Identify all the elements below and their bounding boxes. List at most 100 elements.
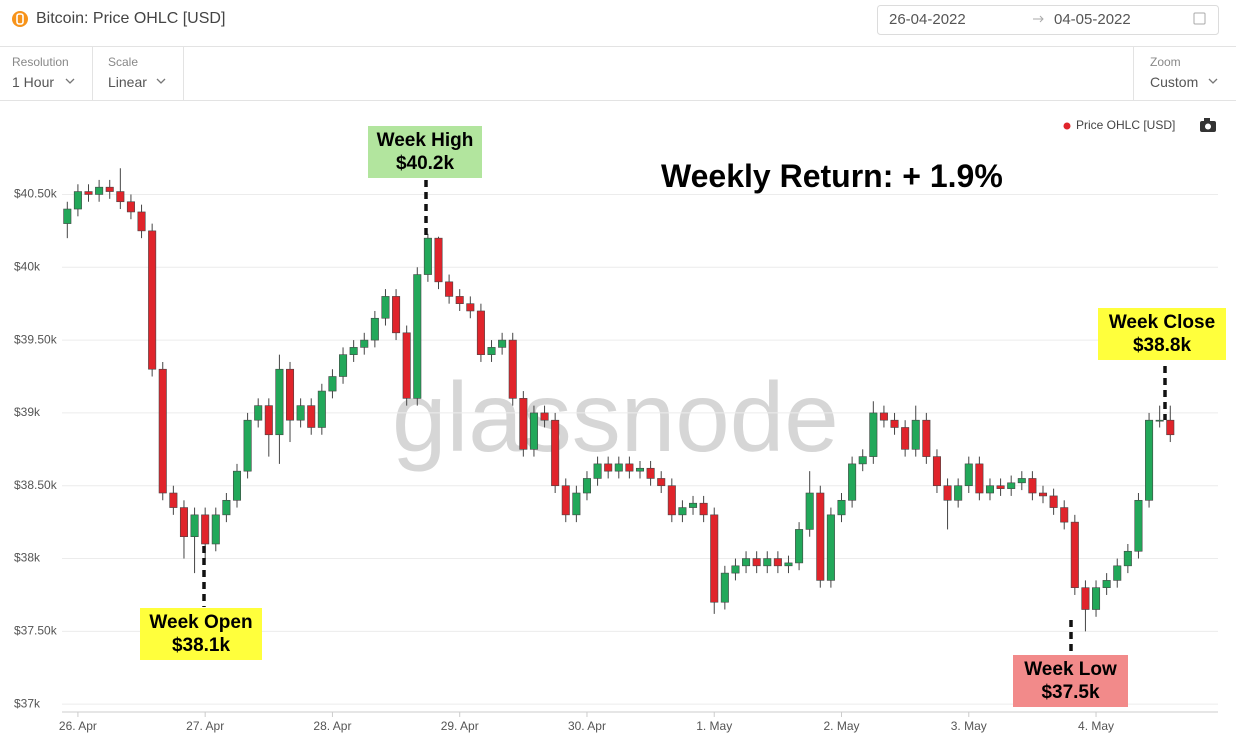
candle-body bbox=[625, 463, 634, 472]
candle-body bbox=[646, 467, 655, 479]
x-tick-label: 26. Apr bbox=[59, 719, 97, 733]
candle-body bbox=[572, 492, 581, 516]
y-tick-label: $38k bbox=[14, 551, 41, 565]
candle-body bbox=[116, 191, 125, 203]
candle-body bbox=[1028, 478, 1037, 494]
candle-body bbox=[95, 186, 104, 195]
candle-body bbox=[1102, 580, 1111, 588]
candle-body bbox=[943, 485, 952, 501]
candle-body bbox=[158, 368, 167, 494]
candle-body bbox=[1166, 419, 1175, 436]
camera-icon bbox=[1205, 123, 1211, 130]
candle-body bbox=[232, 470, 242, 501]
page-title: Bitcoin: Price OHLC [USD] bbox=[36, 10, 226, 27]
candle-body bbox=[922, 419, 931, 457]
candle-body bbox=[307, 405, 316, 428]
candle-body bbox=[126, 201, 135, 213]
candle-body bbox=[296, 405, 305, 421]
calendar-icon[interactable] bbox=[1193, 12, 1206, 25]
candle-body bbox=[1155, 419, 1164, 422]
week-low-box: Week Low $37.5k bbox=[1013, 655, 1128, 707]
candle-body bbox=[869, 412, 878, 457]
zoom-control[interactable]: Zoom Custom bbox=[1150, 55, 1198, 90]
candle-body bbox=[529, 412, 538, 450]
x-tick-label: 3. May bbox=[951, 719, 987, 733]
candle-body bbox=[1007, 482, 1016, 489]
week-open-box: Week Open $38.1k bbox=[140, 608, 262, 660]
week-close-box: Week Close $38.8k bbox=[1098, 308, 1226, 360]
y-tick-label: $40.50k bbox=[14, 187, 58, 201]
x-tick-label: 1. May bbox=[696, 719, 732, 733]
chevron bbox=[156, 78, 166, 84]
candle-body bbox=[720, 572, 729, 603]
candle-body bbox=[773, 558, 782, 567]
candle-body bbox=[837, 499, 846, 516]
watermark: glassnode bbox=[392, 362, 839, 472]
x-tick-label: 27. Apr bbox=[186, 719, 224, 733]
chevron bbox=[1208, 78, 1218, 84]
candle-body bbox=[73, 191, 82, 210]
week-high-box: Week High $40.2k bbox=[368, 126, 482, 178]
candle-body bbox=[286, 368, 295, 421]
candle-body bbox=[137, 211, 146, 232]
candle-body bbox=[201, 514, 210, 545]
candle-body bbox=[264, 405, 273, 436]
candle-body bbox=[911, 419, 920, 450]
candle-body bbox=[551, 419, 560, 487]
date-end[interactable]: 04-05-2022 bbox=[1054, 11, 1131, 28]
date-range-box[interactable] bbox=[877, 5, 1219, 35]
candle-body bbox=[932, 456, 941, 487]
candle-body bbox=[975, 463, 984, 494]
candle-body bbox=[710, 514, 719, 603]
date-start[interactable]: 26-04-2022 bbox=[889, 11, 966, 28]
annotation-title: Week Low bbox=[1024, 659, 1117, 680]
chevron bbox=[65, 78, 75, 84]
y-tick-label: $39.50k bbox=[14, 332, 58, 346]
candle-body bbox=[423, 237, 432, 275]
candle-body bbox=[222, 499, 231, 516]
candle-body bbox=[243, 419, 252, 472]
candle-body bbox=[890, 419, 899, 428]
candle-body bbox=[349, 347, 358, 355]
x-tick-label: 4. May bbox=[1078, 719, 1114, 733]
candle-body bbox=[317, 390, 326, 428]
resolution-control[interactable]: Resolution 1 Hour bbox=[12, 55, 69, 90]
control-value[interactable]: Custom bbox=[1150, 74, 1199, 90]
bitcoin-icon-mark bbox=[16, 13, 24, 25]
annotation-value: $37.5k bbox=[1041, 682, 1100, 703]
bitcoin-icon bbox=[12, 11, 28, 27]
candle-body bbox=[328, 376, 337, 392]
candle-body bbox=[1017, 478, 1026, 484]
control-label: Resolution bbox=[12, 55, 69, 69]
candle-body bbox=[381, 296, 390, 319]
candle-body bbox=[1081, 587, 1090, 610]
annotation-title: Week Open bbox=[149, 612, 253, 633]
y-tick-label: $37k bbox=[14, 696, 41, 710]
control-value[interactable]: 1 Hour bbox=[12, 74, 55, 90]
candle-body bbox=[275, 368, 284, 436]
candle-body bbox=[148, 230, 157, 370]
candle-body bbox=[763, 558, 772, 567]
candle-body bbox=[784, 562, 793, 567]
annotation-value: $40.2k bbox=[395, 153, 455, 174]
candle-body bbox=[455, 296, 464, 304]
y-tick-label: $40k bbox=[14, 259, 41, 273]
candle-body bbox=[805, 492, 814, 530]
x-tick-label: 30. Apr bbox=[568, 719, 606, 733]
candle-body bbox=[445, 281, 454, 297]
candle-body bbox=[434, 237, 443, 283]
candle-body bbox=[614, 463, 623, 472]
legend-label: Price OHLC [USD] bbox=[1076, 118, 1175, 132]
candle-body bbox=[1070, 521, 1079, 588]
control-value[interactable]: Linear bbox=[108, 74, 147, 90]
candle-body bbox=[519, 398, 528, 450]
candle-body bbox=[826, 514, 835, 581]
candle-body bbox=[254, 405, 263, 421]
candle-body bbox=[339, 354, 348, 377]
candle-body bbox=[179, 507, 188, 537]
annotation-value: $38.8k bbox=[1132, 335, 1192, 356]
scale-control[interactable]: Scale Linear bbox=[108, 55, 147, 90]
candle-body bbox=[370, 317, 379, 341]
